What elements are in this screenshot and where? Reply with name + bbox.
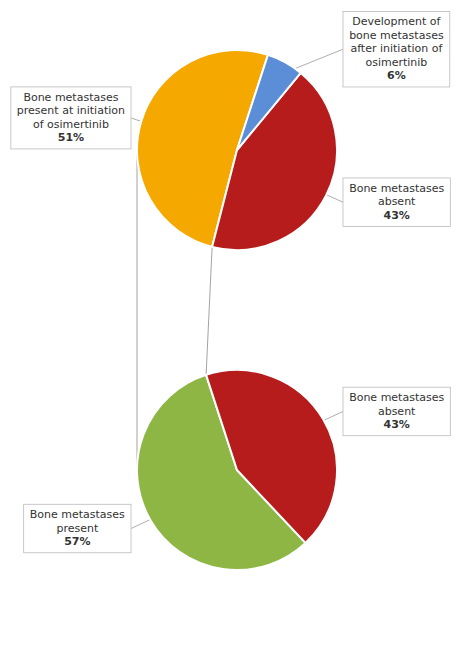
slice-label: Bone metastasesabsent43% — [343, 178, 450, 227]
category-label: Bone metastasespresent — [30, 508, 125, 535]
label-line: present at initiation — [17, 104, 125, 117]
label-line: osimertinib — [365, 56, 427, 69]
label-box — [343, 178, 450, 227]
value-label: 57% — [64, 535, 90, 548]
labels: Bone metastasespresent at initiationof o… — [11, 11, 450, 226]
value-label: 43% — [383, 418, 409, 431]
slice-label: Bone metastasespresent at initiationof o… — [11, 87, 131, 149]
label-line: absent — [378, 405, 416, 418]
slice-label: Bone metastasespresent57% — [24, 504, 131, 553]
label-box — [343, 387, 450, 436]
label-box — [24, 504, 131, 553]
category-label: Bone metastasesabsent — [349, 391, 444, 418]
value-label: 43% — [383, 209, 409, 222]
category-label: Development ofbone metastasesafter initi… — [349, 15, 444, 69]
label-box — [11, 87, 131, 149]
chart: Bone metastasespresent at initiationof o… — [0, 0, 474, 647]
slice-label: Development ofbone metastasesafter initi… — [343, 11, 450, 87]
zoom-connector — [206, 247, 212, 375]
category-label: Bone metastasesabsent — [349, 182, 444, 209]
label-line: Bone metastases — [349, 182, 444, 195]
label-line: absent — [378, 195, 416, 208]
slice — [206, 370, 337, 543]
labels: Bone metastasespresent57%Bone metastases… — [24, 387, 451, 553]
label-line: after initiation of — [350, 42, 443, 55]
label-line: Development of — [352, 15, 441, 28]
category-label: Bone metastasespresent at initiationof o… — [17, 91, 125, 131]
label-line: Bone metastases — [349, 391, 444, 404]
value-label: 6% — [387, 69, 406, 82]
slice-label: Bone metastasesabsent43% — [343, 387, 450, 436]
label-line: Bone metastases — [30, 508, 125, 521]
label-box — [343, 11, 450, 87]
pie — [137, 370, 337, 570]
value-label: 51% — [58, 131, 84, 144]
slice — [237, 55, 301, 150]
label-line: present — [56, 522, 99, 535]
label-line: of osimertinib — [33, 118, 109, 131]
label-line: Bone metastases — [23, 91, 118, 104]
pie — [137, 50, 337, 250]
zoom-connector — [137, 150, 138, 470]
label-line: bone metastases — [349, 29, 444, 42]
